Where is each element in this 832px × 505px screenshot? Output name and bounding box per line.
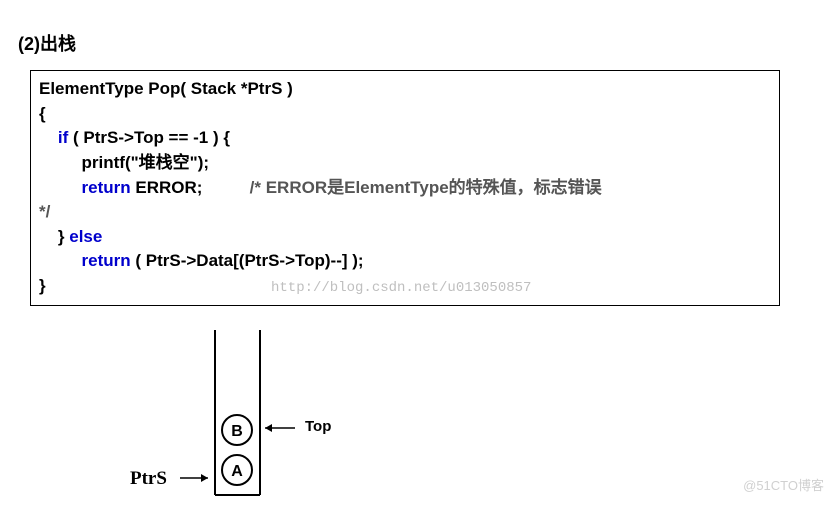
code-text: ( PtrS->Data[(PtrS->Top)--] ); bbox=[131, 251, 364, 270]
node-b-text: B bbox=[231, 423, 243, 440]
code-line: return ( PtrS->Data[(PtrS->Top)--] ); bbox=[39, 249, 771, 274]
ptrs-label: PtrS bbox=[130, 468, 167, 490]
comment-text: */ bbox=[39, 200, 771, 225]
keyword-return: return bbox=[82, 178, 131, 197]
code-text: } bbox=[58, 227, 69, 246]
code-block: http://blog.csdn.net/u013050857 ElementT… bbox=[30, 70, 780, 306]
code-line: if ( PtrS->Top == -1 ) { bbox=[39, 126, 771, 151]
code-line: ElementType Pop( Stack *PtrS ) bbox=[39, 77, 771, 102]
top-label: Top bbox=[305, 418, 331, 435]
code-line: printf("堆栈空"); bbox=[39, 151, 771, 176]
code-line: } bbox=[39, 274, 771, 299]
code-text: printf("堆栈空"); bbox=[82, 153, 210, 172]
diagram-svg: B A bbox=[130, 330, 530, 500]
keyword-if: if bbox=[58, 128, 68, 147]
keyword-return: return bbox=[82, 251, 131, 270]
code-line: } else bbox=[39, 225, 771, 250]
code-line: return ERROR; /* ERROR是ElementType的特殊值，标… bbox=[39, 176, 771, 201]
code-line: { bbox=[39, 102, 771, 127]
stack-diagram: PtrS Top B A bbox=[130, 330, 530, 500]
corner-watermark: @51CTO博客 bbox=[743, 475, 824, 494]
node-a-text: A bbox=[231, 463, 243, 480]
code-text: ERROR; bbox=[131, 178, 203, 197]
code-text: ( PtrS->Top == -1 ) { bbox=[68, 128, 230, 147]
section-heading: (2)出栈 bbox=[18, 30, 76, 56]
keyword-else: else bbox=[69, 227, 102, 246]
comment-text: /* ERROR是ElementType的特殊值，标志错误 bbox=[250, 178, 602, 197]
